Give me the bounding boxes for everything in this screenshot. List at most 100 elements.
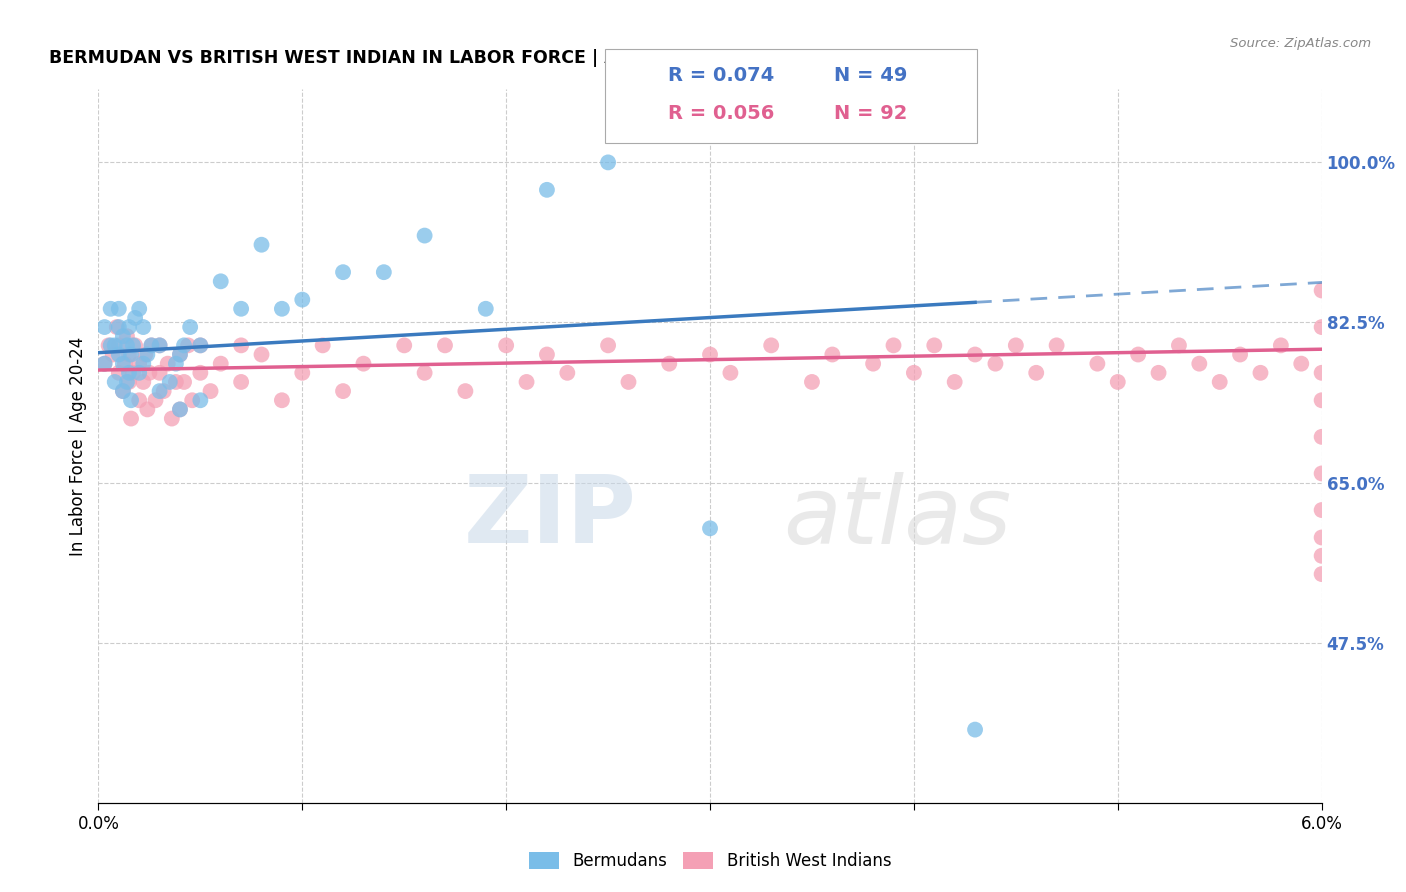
Text: R = 0.056: R = 0.056	[668, 103, 775, 123]
Point	[173, 338, 195, 352]
Point	[1208, 375, 1232, 389]
Point	[136, 347, 159, 361]
Point	[311, 338, 335, 352]
Point	[149, 366, 172, 380]
Point	[761, 338, 783, 352]
Point	[108, 338, 131, 352]
Point	[1107, 375, 1129, 389]
Point	[332, 384, 354, 398]
Point	[1147, 366, 1170, 380]
Y-axis label: In Labor Force | Age 20-24: In Labor Force | Age 20-24	[69, 336, 87, 556]
Point	[134, 347, 156, 361]
Point	[1310, 531, 1333, 545]
Text: R = 0.074: R = 0.074	[668, 66, 775, 86]
Point	[104, 338, 127, 352]
Point	[93, 320, 115, 334]
Point	[209, 357, 232, 371]
Point	[1310, 366, 1333, 380]
Point	[118, 375, 141, 389]
Point	[111, 384, 134, 398]
Text: BERMUDAN VS BRITISH WEST INDIAN IN LABOR FORCE | AGE 20-24 CORRELATION CHART: BERMUDAN VS BRITISH WEST INDIAN IN LABOR…	[49, 49, 921, 67]
Point	[104, 375, 127, 389]
Point	[120, 393, 142, 408]
Point	[1310, 503, 1333, 517]
Legend: Bermudans, British West Indians: Bermudans, British West Indians	[522, 845, 898, 877]
Point	[93, 357, 115, 371]
Point	[124, 310, 146, 325]
Point	[111, 357, 134, 371]
Point	[169, 402, 191, 417]
Point	[658, 357, 681, 371]
Point	[250, 347, 273, 361]
Point	[165, 375, 187, 389]
Point	[169, 347, 191, 361]
Point	[118, 366, 141, 380]
Point	[1025, 366, 1047, 380]
Point	[97, 338, 120, 352]
Point	[181, 393, 204, 408]
Point	[1249, 366, 1271, 380]
Point	[159, 375, 181, 389]
Point	[145, 393, 167, 408]
Point	[413, 366, 436, 380]
Point	[474, 301, 498, 316]
Point	[141, 338, 163, 352]
Point	[115, 375, 138, 389]
Point	[101, 347, 124, 361]
Point	[536, 183, 558, 197]
Point	[118, 320, 141, 334]
Point	[598, 338, 620, 352]
Point	[617, 375, 640, 389]
Point	[454, 384, 477, 398]
Point	[433, 338, 456, 352]
Point	[1310, 467, 1333, 481]
Point	[152, 384, 174, 398]
Point	[1188, 357, 1211, 371]
Point	[108, 347, 131, 361]
Point	[392, 338, 416, 352]
Point	[124, 338, 146, 352]
Point	[93, 357, 115, 371]
Point	[132, 357, 155, 371]
Point	[903, 366, 925, 380]
Point	[373, 265, 395, 279]
Point	[108, 301, 131, 316]
Point	[169, 347, 191, 361]
Point	[179, 320, 201, 334]
Point	[1310, 567, 1333, 582]
Point	[1310, 549, 1333, 563]
Point	[128, 301, 150, 316]
Point	[1310, 284, 1333, 298]
Point	[1270, 338, 1292, 352]
Point	[128, 357, 150, 371]
Point	[495, 338, 517, 352]
Point	[165, 357, 187, 371]
Text: N = 92: N = 92	[834, 103, 907, 123]
Point	[188, 393, 212, 408]
Point	[984, 357, 1007, 371]
Point	[138, 366, 160, 380]
Point	[270, 301, 292, 316]
Text: atlas: atlas	[783, 472, 1012, 563]
Point	[332, 265, 354, 279]
Point	[136, 402, 159, 417]
Point	[250, 237, 273, 252]
Point	[132, 375, 155, 389]
Text: Source: ZipAtlas.com: Source: ZipAtlas.com	[1230, 37, 1371, 51]
Point	[883, 338, 905, 352]
Point	[115, 329, 138, 343]
Point	[1310, 393, 1333, 408]
Point	[963, 723, 986, 737]
Point	[173, 375, 195, 389]
Point	[231, 375, 253, 389]
Point	[200, 384, 222, 398]
Point	[128, 366, 150, 380]
Point	[120, 347, 142, 361]
Point	[132, 320, 155, 334]
Point	[352, 357, 374, 371]
Point	[128, 393, 150, 408]
Text: N = 49: N = 49	[834, 66, 907, 86]
Point	[718, 366, 742, 380]
Point	[1167, 338, 1189, 352]
Point	[231, 301, 253, 316]
